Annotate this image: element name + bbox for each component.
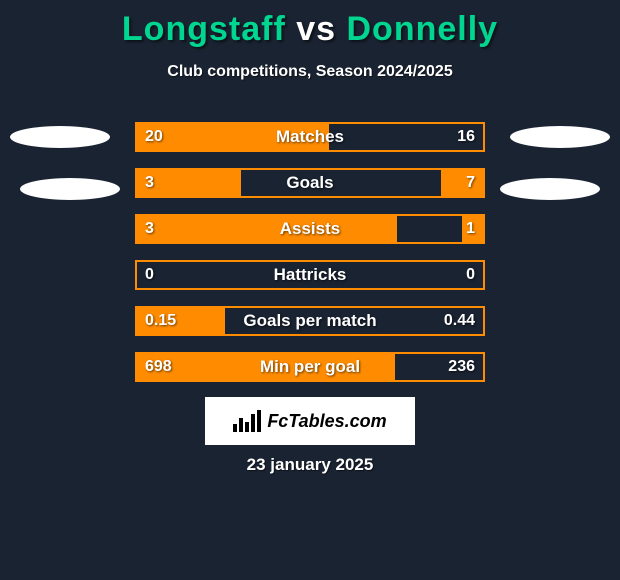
subtitle: Club competitions, Season 2024/2025 [0,63,620,81]
comparison-bars: 20 Matches 16 3 Goals 7 3 Assists 1 0 Ha… [135,122,485,398]
bar-row-goals-per-match: 0.15 Goals per match 0.44 [135,306,485,336]
bar-row-goals: 3 Goals 7 [135,168,485,198]
bar-label: Goals per match [137,308,483,334]
bar-label: Assists [137,216,483,242]
bar-label: Min per goal [137,354,483,380]
bar-row-min-per-goal: 698 Min per goal 236 [135,352,485,382]
title: Longstaff vs Donnelly [0,0,620,49]
logo-text: FcTables.com [267,411,386,432]
bar-value-right: 1 [466,216,475,242]
decor-ellipse-right-1 [510,126,610,148]
decor-ellipse-left-1 [10,126,110,148]
player2-name: Donnelly [347,10,499,48]
player1-name: Longstaff [122,10,286,48]
bar-label: Hattricks [137,262,483,288]
bar-row-assists: 3 Assists 1 [135,214,485,244]
decor-ellipse-left-2 [20,178,120,200]
bar-label: Goals [137,170,483,196]
vs-text: vs [296,10,336,48]
bar-value-right: 0 [466,262,475,288]
decor-ellipse-right-2 [500,178,600,200]
bar-label: Matches [137,124,483,150]
bar-row-hattricks: 0 Hattricks 0 [135,260,485,290]
fctables-logo: FcTables.com [205,397,415,445]
date-text: 23 january 2025 [0,455,620,475]
bar-value-right: 0.44 [444,308,475,334]
bar-value-right: 7 [466,170,475,196]
bars-icon [233,410,261,432]
bar-row-matches: 20 Matches 16 [135,122,485,152]
bar-value-right: 16 [457,124,475,150]
bar-value-right: 236 [448,354,475,380]
